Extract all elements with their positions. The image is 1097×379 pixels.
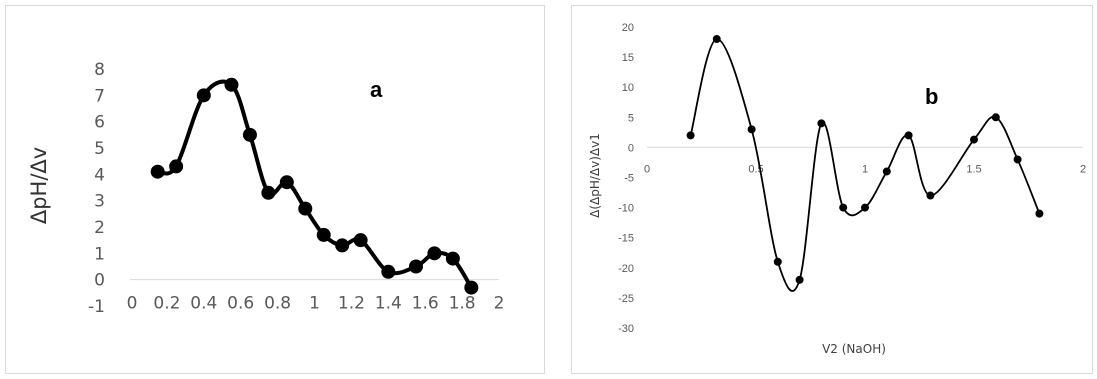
data-point bbox=[686, 131, 695, 140]
data-point bbox=[408, 259, 423, 274]
data-point bbox=[445, 251, 460, 266]
y-axis-title: Δ(ΔpH/Δv)Δv1 bbox=[588, 133, 602, 218]
x-tick-label: 0 bbox=[644, 163, 650, 175]
data-point bbox=[795, 275, 804, 284]
y-tick-label: 8 bbox=[94, 60, 105, 80]
x-tick-label: 1.6 bbox=[412, 294, 439, 314]
y-tick-label: -20 bbox=[618, 263, 634, 275]
x-tick-label: 0.4 bbox=[190, 294, 217, 314]
data-point bbox=[316, 227, 331, 242]
data-point bbox=[712, 35, 721, 44]
y-axis-title: ΔpH/Δv bbox=[27, 147, 51, 224]
y-tick-label: 4 bbox=[94, 165, 105, 185]
data-point bbox=[353, 233, 368, 248]
data-point bbox=[882, 167, 891, 176]
data-point bbox=[817, 119, 826, 128]
y-tick-label: -25 bbox=[618, 293, 634, 305]
data-point bbox=[464, 280, 479, 295]
data-point bbox=[279, 175, 294, 190]
data-point bbox=[427, 246, 442, 261]
x-tick-label: 1.8 bbox=[449, 294, 476, 314]
x-axis-title: V2 (NaOH) bbox=[822, 342, 886, 356]
y-tick-label: 20 bbox=[622, 22, 634, 34]
y-tick-label: -10 bbox=[618, 203, 634, 215]
y-tick-label: -15 bbox=[618, 233, 634, 245]
y-tick-label: 2 bbox=[94, 218, 105, 238]
panel-label-a: a bbox=[370, 77, 383, 102]
y-tick-label: 3 bbox=[94, 192, 105, 212]
data-point bbox=[1013, 155, 1022, 164]
data-point bbox=[242, 127, 257, 142]
data-point bbox=[381, 264, 396, 279]
x-tick-label: 0.8 bbox=[264, 294, 291, 314]
data-point bbox=[861, 203, 869, 212]
y-tick-label: 6 bbox=[94, 113, 105, 133]
y-tick-label: 1 bbox=[94, 244, 105, 264]
data-point bbox=[1035, 209, 1044, 218]
y-tick-label: 5 bbox=[94, 139, 105, 159]
chart-a-svg: -1 0 1 2 3 4 5 6 7 8 0 0.2 0.4 0.6 0.8 1 1.2 1.4 1.6 1.8 2 Δp… bbox=[27, 60, 505, 317]
data-point bbox=[224, 77, 239, 92]
panel-label-b: b bbox=[925, 84, 938, 109]
data-point bbox=[926, 191, 935, 200]
y-tick-label: -5 bbox=[624, 173, 634, 185]
series-line bbox=[157, 79, 474, 289]
chart-panel-a: -1 0 1 2 3 4 5 6 7 8 0 0.2 0.4 0.6 0.8 1 1.2 1.4 1.6 1.8 2 Δp… bbox=[5, 5, 545, 374]
y-tick-label: 7 bbox=[94, 86, 105, 106]
x-tick-label: 1 bbox=[309, 294, 320, 314]
y-tick-label: 5 bbox=[628, 112, 634, 124]
x-tick-label: 0 bbox=[127, 294, 138, 314]
data-point bbox=[298, 201, 313, 216]
x-tick-label: 1.4 bbox=[375, 294, 402, 314]
y-tick-label: 0 bbox=[94, 271, 105, 291]
data-point bbox=[839, 203, 848, 212]
x-tick-label: 2 bbox=[1080, 163, 1086, 175]
x-tick-label: 0.2 bbox=[153, 294, 180, 314]
data-point bbox=[335, 238, 350, 253]
data-point bbox=[196, 88, 211, 103]
data-point bbox=[991, 113, 1000, 122]
y-tick-label: 0 bbox=[628, 142, 634, 154]
data-point bbox=[169, 159, 184, 174]
data-point bbox=[261, 185, 276, 200]
y-tick-label: 15 bbox=[622, 52, 634, 64]
data-point bbox=[150, 164, 165, 179]
y-tick-label: -30 bbox=[618, 323, 634, 335]
x-tick-label: 0.6 bbox=[227, 294, 254, 314]
data-point bbox=[747, 125, 756, 134]
x-tick-label: 1 bbox=[862, 163, 868, 175]
y-tick-label: -1 bbox=[88, 297, 105, 317]
x-tick-label: 1.5 bbox=[966, 163, 981, 175]
data-point bbox=[773, 257, 782, 266]
x-tick-label: 1.2 bbox=[338, 294, 365, 314]
y-tick-label: 10 bbox=[622, 82, 634, 94]
x-tick-label: 2 bbox=[494, 294, 505, 314]
data-point bbox=[970, 135, 978, 144]
chart-panel-b: 20 15 10 5 0 -5 -10 -15 -20 -25 -30 0 0.5 1 1.5 2 Δ(ΔpH/… bbox=[571, 5, 1093, 374]
data-point bbox=[904, 131, 913, 140]
